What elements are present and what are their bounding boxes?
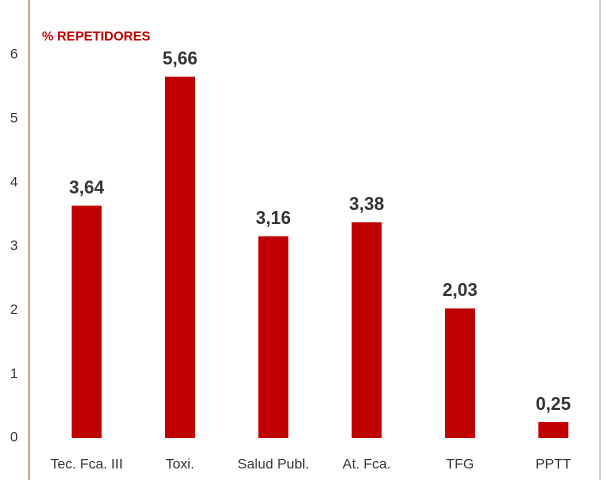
y-tick-label: 3 [10, 237, 18, 253]
bar [71, 205, 102, 438]
y-tick-label: 5 [10, 110, 18, 126]
x-tick-label: Tec. Fca. III [50, 456, 122, 472]
bar [165, 76, 195, 438]
value-label: 2,03 [442, 280, 477, 300]
bar [351, 222, 382, 438]
y-tick-label: 0 [10, 429, 18, 445]
bar [445, 308, 475, 438]
bar [538, 422, 569, 438]
value-label: 3,16 [256, 208, 291, 228]
y-tick-label: 6 [10, 46, 18, 62]
value-label: 3,38 [349, 194, 384, 214]
value-label: 3,64 [69, 177, 104, 197]
bar [258, 236, 289, 438]
value-label: 0,25 [536, 394, 571, 414]
x-tick-label: TFG [446, 456, 474, 472]
x-tick-label: Salud Publ. [238, 456, 310, 472]
chart-title: % REPETIDORES [42, 28, 151, 43]
x-tick-label: Toxi. [166, 456, 195, 472]
y-tick-label: 1 [10, 365, 18, 381]
y-tick-label: 4 [10, 173, 18, 189]
x-tick-label: PPTT [535, 456, 571, 472]
y-tick-label: 2 [10, 301, 18, 317]
value-label: 5,66 [162, 48, 197, 68]
x-tick-label: At. Fca. [343, 456, 391, 472]
